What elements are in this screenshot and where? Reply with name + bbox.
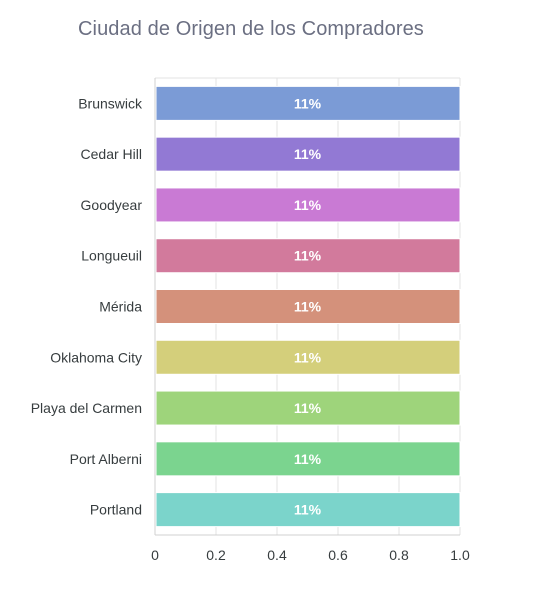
data-label: 11%	[294, 451, 322, 467]
category-label: Goodyear	[81, 197, 143, 213]
data-label: 11%	[294, 146, 322, 162]
category-label: Portland	[90, 502, 142, 518]
data-label: 11%	[294, 400, 322, 416]
x-tick-label: 0.2	[206, 547, 226, 563]
x-tick-label: 0	[151, 547, 159, 563]
bar[interactable]	[155, 441, 461, 477]
bar[interactable]	[155, 187, 461, 223]
category-label: Port Alberni	[70, 451, 142, 467]
bar[interactable]	[155, 289, 461, 324]
category-label: Longueuil	[81, 248, 142, 264]
category-label: Mérida	[99, 299, 142, 315]
bar[interactable]	[155, 390, 461, 426]
x-tick-label: 0.4	[267, 547, 287, 563]
bar[interactable]	[155, 492, 461, 528]
bars	[155, 85, 461, 528]
category-label: Brunswick	[78, 95, 143, 111]
category-label: Cedar Hill	[81, 146, 142, 162]
x-tick-label: 1.0	[450, 547, 470, 563]
category-label: Playa del Carmen	[31, 400, 142, 416]
data-label: 11%	[294, 248, 322, 264]
data-label: 11%	[294, 197, 322, 213]
bar[interactable]	[155, 339, 461, 375]
bar[interactable]	[155, 85, 461, 121]
x-tick-label: 0.6	[328, 547, 348, 563]
data-label: 11%	[294, 299, 322, 315]
data-labels: 11% 11% 11% 11% 11% 11% 11% 11% 11%	[294, 95, 322, 517]
category-labels: Brunswick Cedar Hill Goodyear Longueuil Méri…	[31, 95, 143, 517]
chart-title: Ciudad de Origen de los Compradores	[78, 18, 424, 40]
data-label: 11%	[294, 502, 322, 518]
bar[interactable]	[155, 136, 461, 172]
x-axis-ticks: 0 0.2 0.4 0.6 0.8 1.0	[151, 547, 470, 563]
bar[interactable]	[155, 238, 461, 274]
x-tick-label: 0.8	[389, 547, 409, 563]
data-label: 11%	[294, 349, 322, 365]
data-label: 11%	[294, 95, 322, 111]
category-label: Oklahoma City	[50, 349, 142, 365]
